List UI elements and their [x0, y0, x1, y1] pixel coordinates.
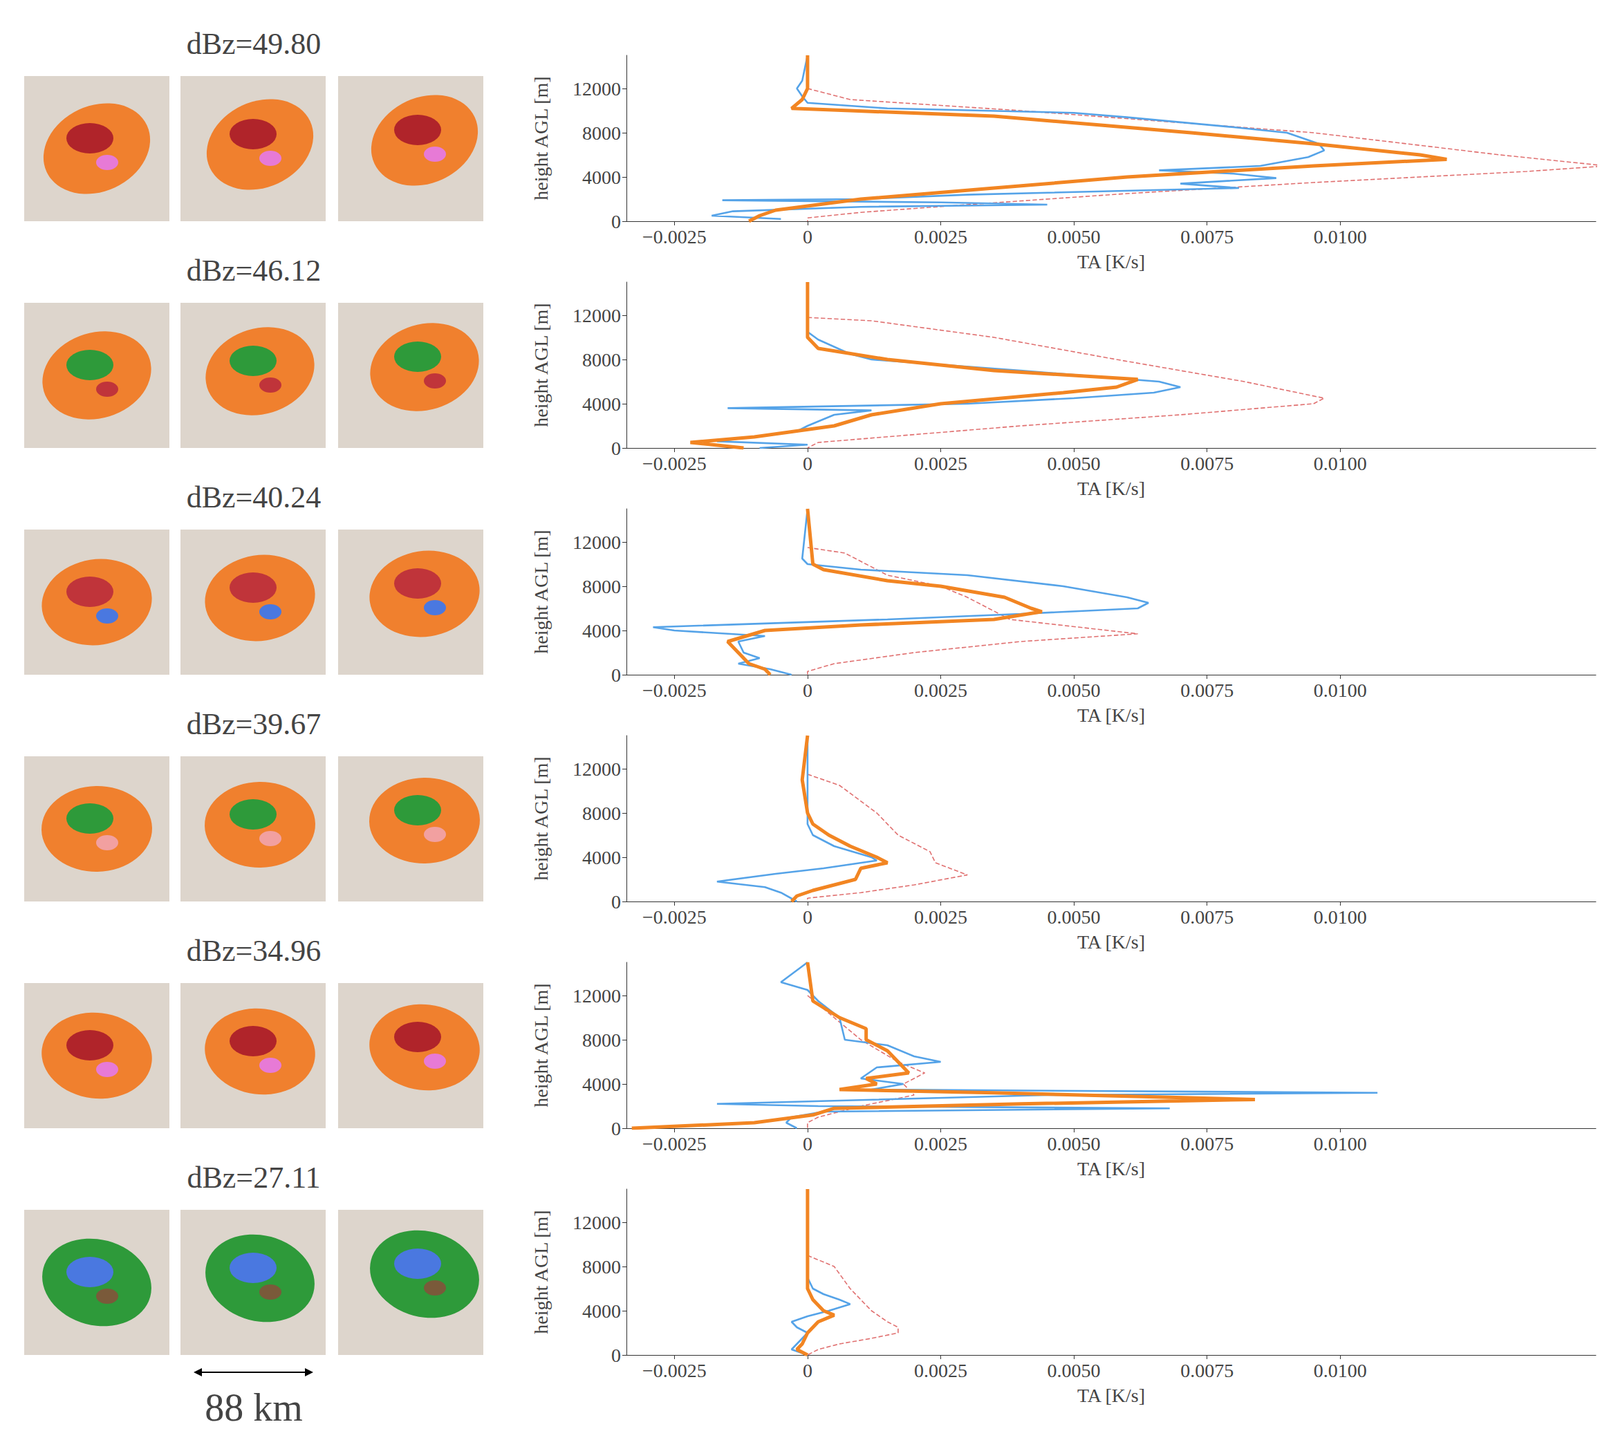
svg-text:0.0100: 0.0100	[1313, 452, 1367, 475]
svg-text:8000: 8000	[582, 1029, 621, 1051]
svg-text:0: 0	[611, 664, 621, 686]
svg-text:0.0050: 0.0050	[1047, 1133, 1101, 1155]
svg-text:12000: 12000	[572, 758, 621, 780]
svg-text:0: 0	[802, 452, 813, 475]
svg-text:0.0100: 0.0100	[1313, 1360, 1367, 1382]
svg-text:height AGL [m]: height AGL [m]	[530, 983, 552, 1108]
svg-text:0.0075: 0.0075	[1180, 1360, 1234, 1382]
svg-text:4000: 4000	[582, 393, 621, 415]
svg-text:0.0075: 0.0075	[1180, 226, 1234, 248]
svg-text:12000: 12000	[572, 304, 621, 327]
svg-text:0.0075: 0.0075	[1180, 452, 1234, 475]
svg-text:height AGL [m]: height AGL [m]	[530, 76, 552, 200]
svg-text:dBz=27.11: dBz=27.11	[186, 1160, 321, 1195]
svg-text:8000: 8000	[582, 575, 621, 598]
svg-text:12000: 12000	[572, 985, 621, 1007]
svg-text:8000: 8000	[582, 802, 621, 825]
svg-text:0.0075: 0.0075	[1180, 679, 1234, 702]
svg-text:0.0025: 0.0025	[914, 226, 968, 248]
svg-text:0.0025: 0.0025	[914, 906, 968, 928]
svg-text:88 km: 88 km	[204, 1386, 303, 1430]
svg-text:0.0025: 0.0025	[914, 1133, 968, 1155]
svg-text:0.0050: 0.0050	[1047, 226, 1101, 248]
svg-text:12000: 12000	[572, 78, 621, 100]
svg-text:−0.0025: −0.0025	[642, 1133, 707, 1155]
svg-text:−0.0025: −0.0025	[642, 452, 707, 475]
svg-text:0.0025: 0.0025	[914, 679, 968, 702]
svg-text:−0.0025: −0.0025	[642, 679, 707, 702]
svg-text:TA [K/s]: TA [K/s]	[1077, 1384, 1146, 1407]
svg-text:height AGL [m]: height AGL [m]	[530, 756, 552, 881]
svg-text:TA [K/s]: TA [K/s]	[1077, 477, 1146, 500]
svg-text:height AGL [m]: height AGL [m]	[530, 302, 552, 427]
svg-text:0.0100: 0.0100	[1313, 1133, 1367, 1155]
svg-text:0: 0	[611, 210, 621, 233]
svg-text:0.0050: 0.0050	[1047, 906, 1101, 928]
svg-text:0: 0	[802, 226, 813, 248]
svg-text:0.0025: 0.0025	[914, 452, 968, 475]
svg-text:0: 0	[802, 1360, 813, 1382]
svg-text:4000: 4000	[582, 1300, 621, 1323]
svg-text:8000: 8000	[582, 122, 621, 144]
svg-text:4000: 4000	[582, 620, 621, 642]
svg-text:dBz=40.24: dBz=40.24	[186, 480, 322, 515]
svg-text:−0.0025: −0.0025	[642, 1360, 707, 1382]
svg-text:dBz=46.12: dBz=46.12	[186, 253, 322, 288]
svg-text:−0.0025: −0.0025	[642, 906, 707, 928]
svg-text:0: 0	[611, 1118, 621, 1140]
svg-text:0.0050: 0.0050	[1047, 1360, 1101, 1382]
svg-text:dBz=39.67: dBz=39.67	[186, 707, 322, 742]
svg-text:TA [K/s]: TA [K/s]	[1077, 250, 1146, 273]
svg-text:0.0100: 0.0100	[1313, 226, 1367, 248]
svg-text:4000: 4000	[582, 847, 621, 869]
svg-text:height AGL [m]: height AGL [m]	[530, 529, 552, 654]
svg-text:0: 0	[802, 1133, 813, 1155]
svg-text:0.0025: 0.0025	[914, 1360, 968, 1382]
svg-text:TA [K/s]: TA [K/s]	[1077, 931, 1146, 953]
svg-text:4000: 4000	[582, 166, 621, 189]
svg-text:0.0075: 0.0075	[1180, 906, 1234, 928]
svg-text:dBz=34.96: dBz=34.96	[186, 934, 322, 969]
svg-text:dBz=49.80: dBz=49.80	[186, 26, 322, 61]
svg-text:0: 0	[611, 437, 621, 460]
svg-text:4000: 4000	[582, 1073, 621, 1096]
svg-text:TA [K/s]: TA [K/s]	[1077, 704, 1146, 727]
svg-text:0.0050: 0.0050	[1047, 452, 1101, 475]
svg-text:0.0100: 0.0100	[1313, 906, 1367, 928]
svg-text:0: 0	[802, 679, 813, 702]
svg-text:height AGL [m]: height AGL [m]	[530, 1210, 552, 1334]
svg-text:−0.0025: −0.0025	[642, 226, 707, 248]
svg-text:0.0100: 0.0100	[1313, 679, 1367, 702]
svg-text:0: 0	[611, 1344, 621, 1367]
svg-text:8000: 8000	[582, 1256, 621, 1278]
svg-text:0: 0	[802, 906, 813, 928]
svg-text:0: 0	[611, 891, 621, 913]
svg-text:TA [K/s]: TA [K/s]	[1077, 1158, 1146, 1180]
svg-text:12000: 12000	[572, 1212, 621, 1234]
svg-text:8000: 8000	[582, 349, 621, 371]
svg-text:0.0075: 0.0075	[1180, 1133, 1234, 1155]
svg-text:0.0050: 0.0050	[1047, 679, 1101, 702]
svg-text:12000: 12000	[572, 531, 621, 554]
